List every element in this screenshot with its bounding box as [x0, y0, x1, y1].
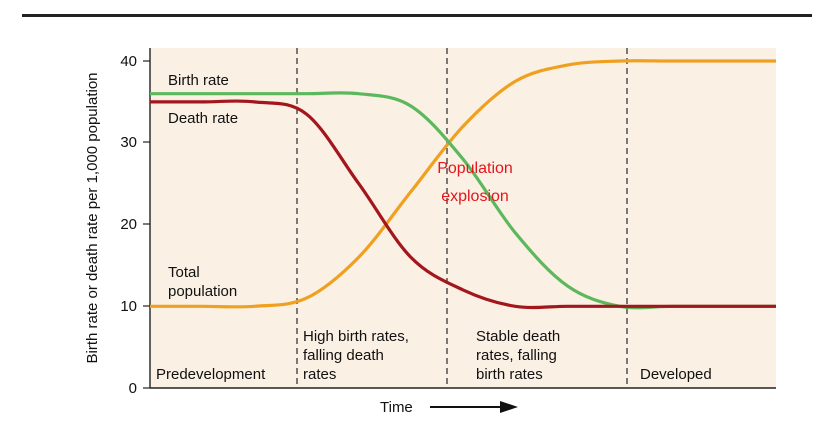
phase-label-2-line3: rates	[303, 366, 336, 383]
time-arrow-icon	[430, 401, 518, 413]
phase-label-developed: Developed	[640, 366, 712, 383]
y-axis-label: Birth rate or death rate per 1,000 popul…	[84, 72, 101, 363]
population-explosion-annotation-line1: Population	[437, 160, 513, 177]
total-population-label-line2: population	[168, 283, 237, 300]
total-population-label-line1: Total	[168, 264, 200, 281]
total-population-line	[150, 59, 776, 309]
death-rate-label: Death rate	[168, 110, 238, 127]
y-tick-label-40: 40	[120, 53, 137, 70]
y-tick-label-20: 20	[120, 216, 137, 233]
plot-background	[150, 48, 776, 388]
phase-separators	[296, 48, 628, 388]
series-layer	[150, 59, 776, 310]
phase-label-3-line1: Stable death	[476, 328, 560, 345]
phase-label-3-line2: rates, falling	[476, 347, 557, 364]
death-rate-line	[150, 99, 776, 310]
phase-label-3-line3: birth rates	[476, 366, 543, 383]
birth-rate-label: Birth rate	[168, 72, 229, 89]
phase-label-predevelopment: Predevelopment	[156, 366, 266, 383]
y-ticks: 0 10 20 30 40	[120, 53, 150, 397]
x-axis-label: Time	[380, 399, 413, 416]
y-tick-label-0: 0	[129, 380, 137, 397]
y-tick-label-10: 10	[120, 298, 137, 315]
phase-label-2-line2: falling death	[303, 347, 384, 364]
phase-label-2-line1: High birth rates,	[303, 328, 409, 345]
population-explosion-annotation-line2: explosion	[441, 188, 509, 205]
y-tick-label-30: 30	[120, 134, 137, 151]
top-divider	[22, 14, 812, 17]
